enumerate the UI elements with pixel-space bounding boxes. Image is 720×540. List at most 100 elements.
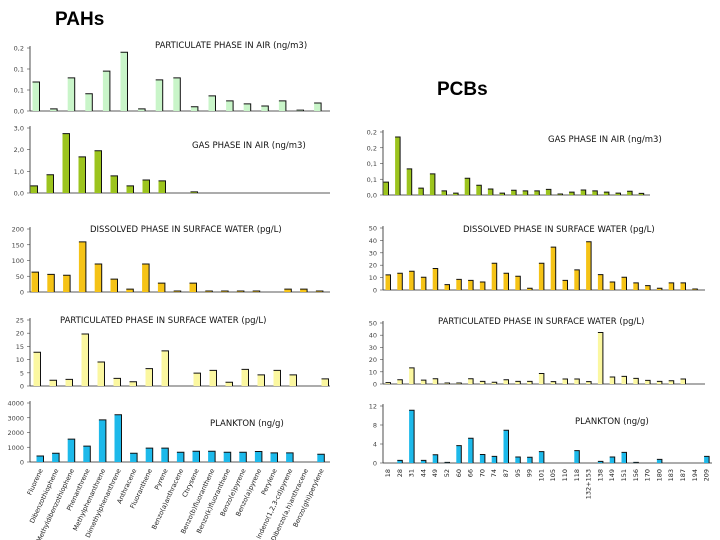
x-category-label: Pyrene [153,467,170,491]
bar-edge [503,429,509,463]
bar-edge [645,285,651,290]
y-tick-label: 0,1 [367,176,377,184]
bar-edge [656,380,663,384]
y-tick-label: 0 [20,459,24,467]
bar [409,367,415,384]
bar-edge [254,451,263,462]
chart-title: DISSOLVED PHASE IN SURFACE WATER (pg/L) [463,225,655,235]
bar-edge [145,447,154,462]
x-category-label: 183 [667,469,675,481]
bar [468,378,474,384]
y-tick-label: 0 [373,287,377,295]
bar [464,178,470,195]
bar-edge [441,190,447,195]
bar [223,452,231,462]
bar-edge [385,382,391,384]
bar [491,382,497,384]
y-tick-label: 20 [16,330,24,338]
bar [157,283,165,292]
bar-edge [538,451,545,463]
bar-edge [110,278,118,292]
bar [609,377,615,384]
bar [511,190,517,195]
bar-edge [192,450,200,462]
bar-edge [491,381,498,384]
bar-edge [126,185,134,193]
bar-edge [52,452,60,462]
bar [515,276,521,290]
bar-edge [190,191,198,193]
bar [241,369,249,386]
bar-edge [503,379,509,384]
bar-edge [420,379,427,384]
bar-edge [130,452,138,462]
bar [261,105,269,111]
x-category-label: 156 [632,469,640,481]
bar [226,100,234,111]
bar-edge [550,381,557,384]
chart-title: PLANKTON (ng/g) [575,417,649,427]
bar [592,190,598,195]
bar [145,448,153,462]
bar [314,103,322,111]
bar-edge [157,282,166,292]
bar [270,452,278,462]
bar-edge [511,189,517,195]
bar [487,189,493,195]
bar-edge [193,372,201,386]
bar-edge [609,456,616,463]
bar-edge [176,451,185,462]
bar-edge [418,187,424,195]
bar [656,459,662,463]
pah_particulate_air-chart: 0,2 0,1 0,1 0,0 [14,45,330,116]
bar-edge [444,461,450,463]
bar [317,454,325,462]
bar [538,263,544,290]
pcb_plankton-chart: 12 8 4 0 18 28 31 44 49 52 60 66 70 74 87 95 99 101 105 110… [369,403,712,499]
chart-title: PARTICULATED PHASE IN SURFACE WATER (pg/… [60,316,266,326]
y-tick-label: 40 [369,332,377,340]
bar [190,191,198,193]
bar [491,263,497,290]
x-category-label: 105 [549,469,557,481]
bar-edge [668,380,675,384]
bar [110,175,118,193]
y-tick-label: 0,0 [14,108,24,116]
bar [85,93,93,111]
bar-edge [49,379,57,386]
bar [145,368,153,386]
y-tick-label: 100 [12,257,24,265]
bar-edge [284,288,292,292]
bar [597,332,603,384]
y-tick-label: 0,1 [367,160,377,168]
bar-edge [126,288,134,292]
bar [31,272,39,292]
bar-edge [627,190,633,195]
bar-edge [515,456,521,463]
bar [527,381,533,384]
x-category-label: Benzo(a)anthracene [150,467,185,530]
bar-edge [476,184,482,195]
bar-edge [444,284,450,290]
chart-title: PLANKTON (ng/g) [210,419,284,429]
bar-edge [252,290,261,292]
bar [385,382,391,384]
bar-edge [633,377,639,384]
bar-edge [515,275,521,290]
bar-edge [586,381,592,384]
bar-edge [468,279,474,290]
y-tick-label: 30 [369,344,377,352]
bar-edge [597,274,604,290]
bar-edge [562,279,568,290]
bar-edge [538,373,545,384]
bar [550,247,556,290]
bar-edge [173,290,182,292]
bar-edge [173,77,181,111]
bar-edge [161,447,169,462]
bar [432,378,438,384]
bar [50,108,58,111]
bar-edge [621,375,627,384]
bar [586,381,592,384]
bar-edge [209,369,217,386]
x-category-label: 95 [514,469,522,477]
